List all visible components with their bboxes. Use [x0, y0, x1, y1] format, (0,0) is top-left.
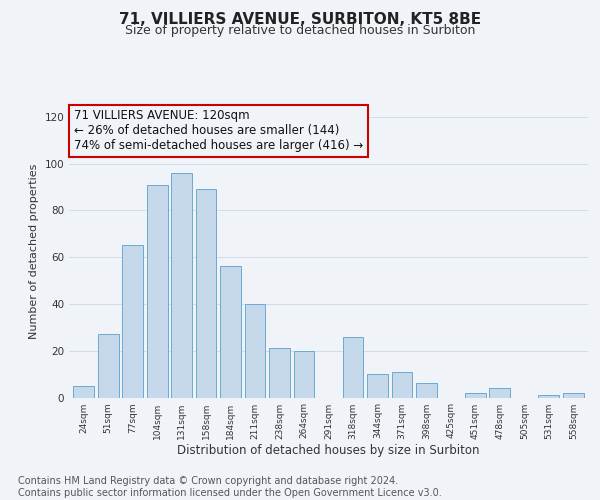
Bar [122, 246, 143, 398]
Bar [245, 304, 265, 398]
Bar [367, 374, 388, 398]
Bar [171, 173, 192, 398]
X-axis label: Distribution of detached houses by size in Surbiton: Distribution of detached houses by size … [177, 444, 480, 458]
Bar [343, 336, 364, 398]
Bar [73, 386, 94, 398]
Bar [563, 393, 584, 398]
Bar [416, 384, 437, 398]
Bar [465, 393, 486, 398]
Bar [220, 266, 241, 398]
Bar [269, 348, 290, 398]
Text: Size of property relative to detached houses in Surbiton: Size of property relative to detached ho… [125, 24, 475, 37]
Bar [293, 350, 314, 398]
Bar [98, 334, 119, 398]
Text: Contains HM Land Registry data © Crown copyright and database right 2024.
Contai: Contains HM Land Registry data © Crown c… [18, 476, 442, 498]
Bar [490, 388, 510, 398]
Bar [196, 189, 217, 398]
Y-axis label: Number of detached properties: Number of detached properties [29, 164, 39, 339]
Text: 71, VILLIERS AVENUE, SURBITON, KT5 8BE: 71, VILLIERS AVENUE, SURBITON, KT5 8BE [119, 12, 481, 28]
Bar [147, 184, 167, 398]
Text: 71 VILLIERS AVENUE: 120sqm
← 26% of detached houses are smaller (144)
74% of sem: 71 VILLIERS AVENUE: 120sqm ← 26% of deta… [74, 110, 364, 152]
Bar [538, 395, 559, 398]
Bar [392, 372, 412, 398]
